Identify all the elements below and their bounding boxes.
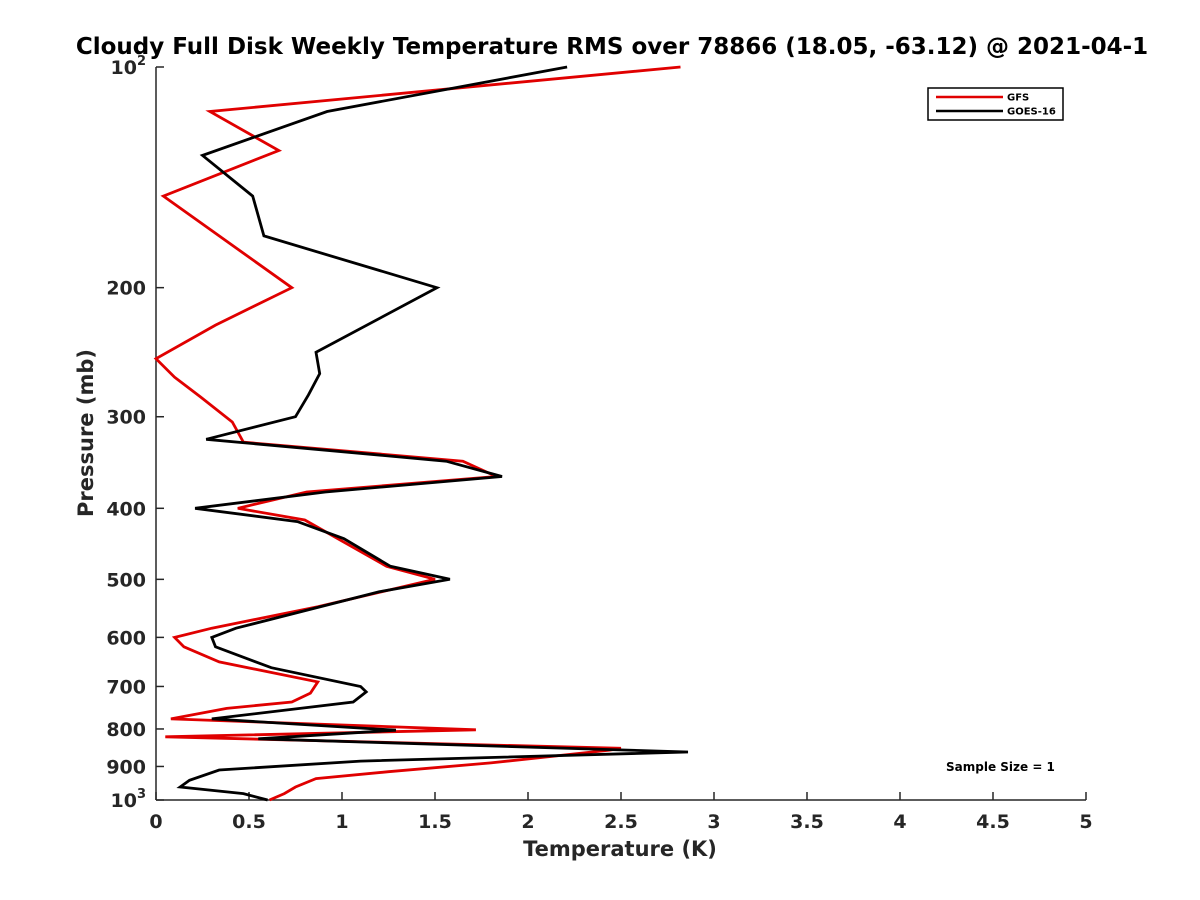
y-tick-label: 300 [106, 407, 146, 429]
sample-size-annotation: Sample Size = 1 [946, 760, 1055, 774]
series-line-goes16 [176, 65, 689, 802]
chart-title: Cloudy Full Disk Weekly Temperature RMS … [76, 34, 1148, 60]
x-tick-label: 3.5 [790, 811, 824, 833]
x-tick-label: 0 [149, 811, 162, 833]
x-tick-label: 4.5 [976, 811, 1010, 833]
y-axis-label: Pressure (mb) [74, 349, 98, 517]
x-tick-label: 2 [521, 811, 534, 833]
legend: GFS GOES-16 [927, 87, 1064, 121]
x-tick-label: 5 [1079, 811, 1092, 833]
y-tick-label: 500 [106, 569, 146, 591]
y-tick-label: 400 [106, 498, 146, 520]
y-tick-label: 900 [106, 756, 146, 778]
legend-label-gfs: GFS [1007, 93, 1029, 104]
x-axis-label: Temperature (K) [523, 837, 717, 861]
x-tick-label: 3 [707, 811, 720, 833]
y-tick-label: 102 [111, 54, 147, 79]
x-tick-label: 1.5 [418, 811, 452, 833]
legend-label-goes16: GOES-16 [1007, 107, 1056, 118]
plot-area: 0 0.5 1 1.5 2 2.5 3 3.5 4 4.5 5 102 200 300 400 500 600 7… [106, 54, 1092, 833]
x-tick-label: 0.5 [232, 811, 266, 833]
x-tick-label: 1 [335, 811, 348, 833]
x-tick-label: 2.5 [604, 811, 638, 833]
y-tick-label: 200 [106, 278, 146, 300]
y-tick-label: 600 [106, 627, 146, 649]
y-tick-label: 103 [111, 787, 147, 812]
y-tick-label: 700 [106, 676, 146, 698]
legend-box [927, 87, 1064, 121]
y-tick-label: 800 [106, 719, 146, 741]
x-tick-label: 4 [893, 811, 906, 833]
